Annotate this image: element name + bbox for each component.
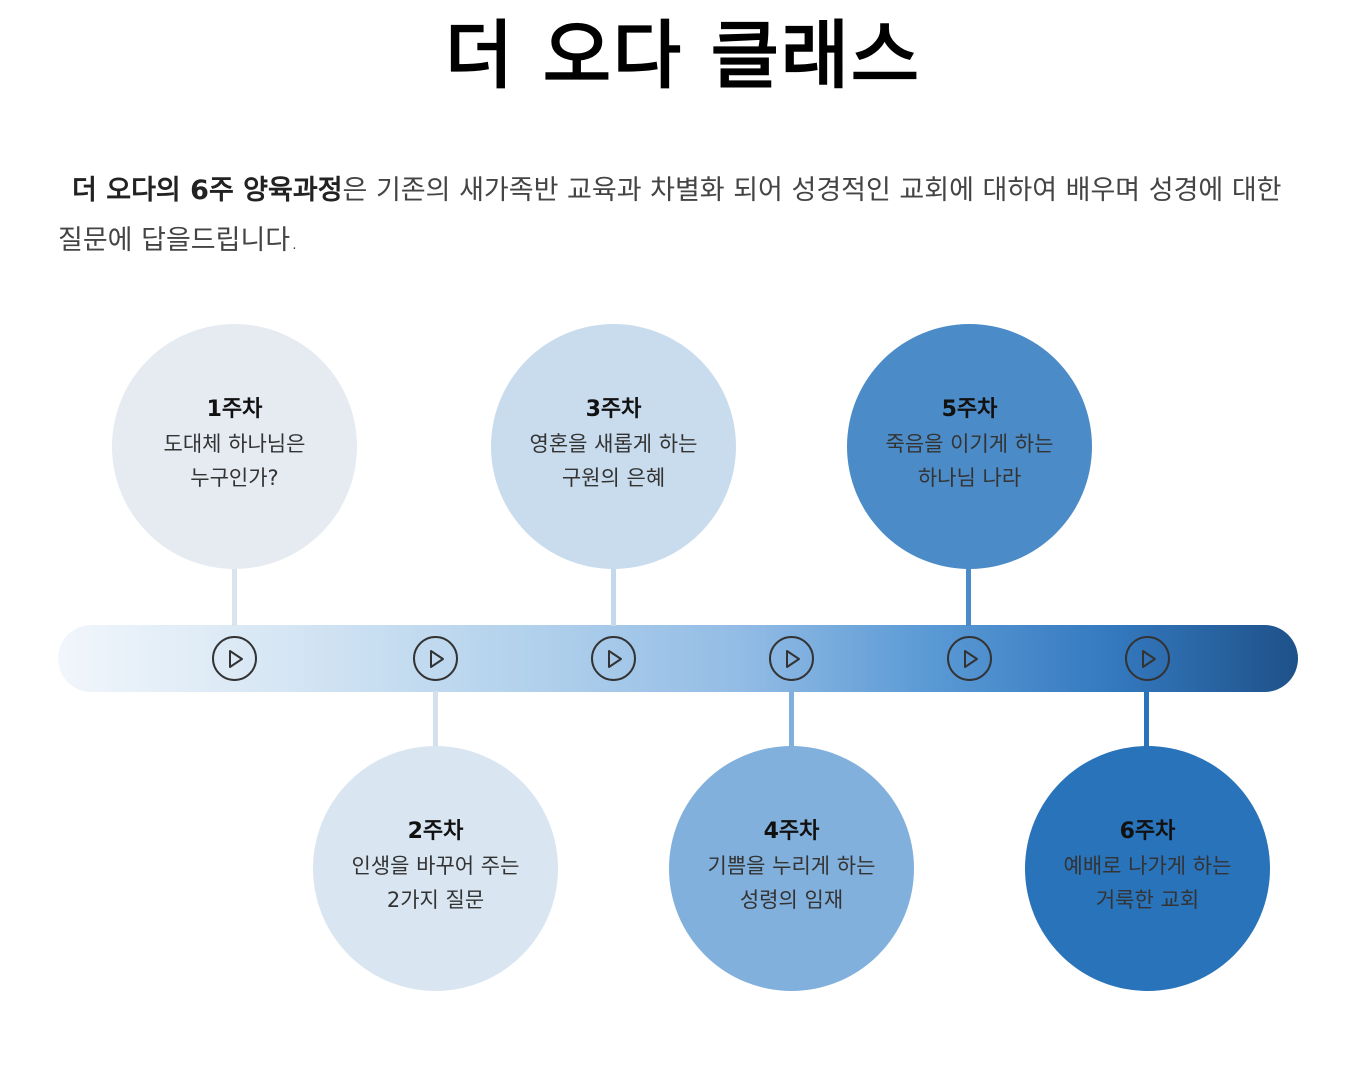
- page-title: 더 오다 클래스: [444, 13, 921, 99]
- play-button-week-5[interactable]: [947, 636, 992, 681]
- week-desc-line-2: 2가지 질문: [386, 887, 485, 912]
- play-icon: [964, 649, 978, 668]
- week-desc-line-2: 성령의 임재: [739, 887, 844, 912]
- play-button-week-2[interactable]: [413, 636, 458, 681]
- week-circle-3: 3주차 영혼을 새롭게 하는 구원의 은혜: [491, 324, 736, 569]
- connector-week-4: [789, 691, 794, 747]
- connector-week-5: [966, 568, 971, 626]
- intro-paragraph: 더 오다의 6주 양육과정은 기존의 새가족반 교육과 차별화 되어 성경적인 …: [58, 166, 1308, 266]
- play-icon: [430, 649, 444, 668]
- play-button-week-4[interactable]: [769, 636, 814, 681]
- connector-week-3: [611, 568, 616, 626]
- timeline-bar: [58, 625, 1298, 692]
- intro-highlight: 더 오다의 6주 양육과정: [72, 175, 343, 206]
- week-circle-1: 1주차 도대체 하나님은 누구인가?: [112, 324, 357, 569]
- week-desc-line-1: 도대체 하나님은: [163, 431, 306, 456]
- week-circle-4: 4주차 기쁨을 누리게 하는 성령의 임재: [669, 746, 914, 991]
- week-desc-line-2: 누구인가?: [190, 465, 279, 490]
- play-button-week-1[interactable]: [212, 636, 257, 681]
- week-desc-line-2: 구원의 은혜: [561, 465, 666, 490]
- week-desc-line-2: 하나님 나라: [917, 465, 1022, 490]
- play-button-week-3[interactable]: [591, 636, 636, 681]
- week-label: 4주차: [763, 818, 820, 844]
- week-circle-5: 5주차 죽음을 이기게 하는 하나님 나라: [847, 324, 1092, 569]
- connector-week-6: [1144, 691, 1149, 747]
- play-icon: [229, 649, 243, 668]
- intro-text: 은 기존의 새가족반 교육과 차별화 되어 성경적인 교회에 대하여 배우며 성…: [58, 175, 1282, 256]
- week-label: 2주차: [407, 818, 464, 844]
- play-icon: [1142, 649, 1156, 668]
- week-desc-line-1: 죽음을 이기게 하는: [885, 431, 1054, 456]
- week-circle-6: 6주차 예배로 나가게 하는 거룩한 교회: [1025, 746, 1270, 991]
- week-desc-line-1: 영혼을 새롭게 하는: [529, 431, 698, 456]
- week-label: 5주차: [941, 396, 998, 422]
- week-circle-2: 2주차 인생을 바꾸어 주는 2가지 질문: [313, 746, 558, 991]
- week-desc-line-2: 거룩한 교회: [1095, 887, 1200, 912]
- week-desc-line-1: 기쁨을 누리게 하는: [707, 853, 876, 878]
- connector-week-1: [232, 568, 237, 626]
- week-desc-line-1: 인생을 바꾸어 주는: [351, 853, 520, 878]
- play-icon: [786, 649, 800, 668]
- week-label: 3주차: [585, 396, 642, 422]
- connector-week-2: [433, 691, 438, 747]
- play-button-week-6[interactable]: [1125, 636, 1170, 681]
- week-desc-line-1: 예배로 나가게 하는: [1063, 853, 1232, 878]
- week-label: 6주차: [1119, 818, 1176, 844]
- week-label: 1주차: [206, 396, 263, 422]
- play-icon: [608, 649, 622, 668]
